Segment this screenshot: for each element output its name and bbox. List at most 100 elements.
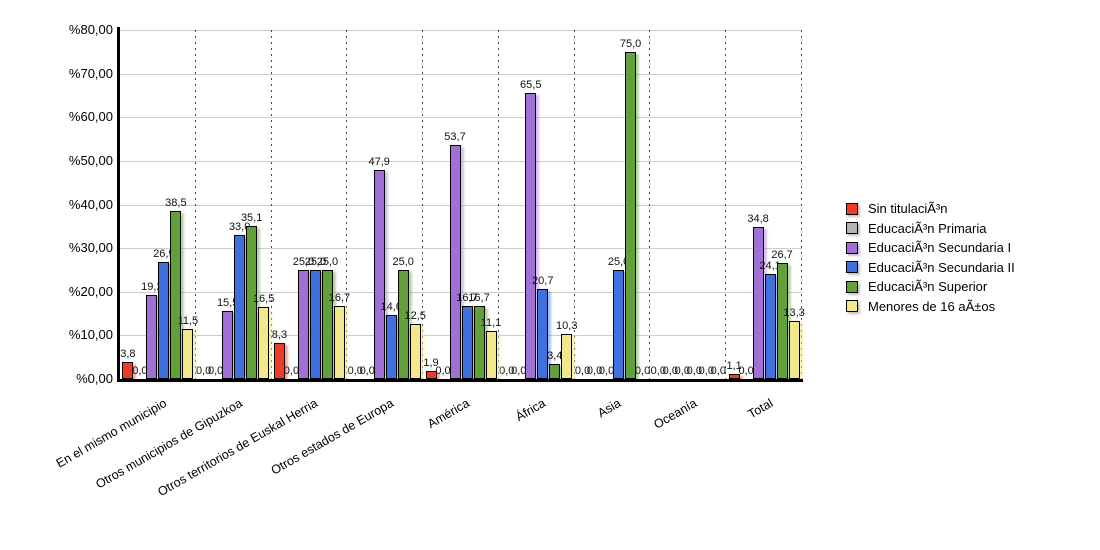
bar — [561, 334, 573, 379]
legend-label: EducaciÃ³n Secundaria I — [868, 240, 1012, 256]
plot-area: 3,8 0,0 8,3 0,0 1,9 0,0 0,0 0,0 1,1 0,0 0,0 0,0 0,0 0… — [120, 30, 805, 379]
legend: Sin titulaciÃ³n EducaciÃ³n Primaria Educac… — [846, 199, 1015, 316]
value-label: 0,0 — [662, 365, 678, 377]
gridline — [120, 291, 802, 293]
bar — [461, 306, 473, 379]
value-label: 25,0 — [392, 255, 414, 268]
category-separator — [573, 30, 575, 379]
y-tick-label: %50,00 — [68, 152, 113, 168]
y-tick-label: %0,00 — [76, 371, 113, 386]
bar — [373, 170, 385, 379]
bar — [409, 324, 421, 379]
bar — [146, 295, 158, 379]
bar — [764, 273, 776, 379]
value-label: 53,7 — [444, 130, 466, 143]
gridline — [120, 335, 802, 337]
bar — [425, 370, 437, 379]
value-label: 0,0 — [686, 365, 702, 377]
legend-swatch-icon — [846, 280, 858, 293]
bar — [613, 269, 625, 379]
legend-item: EducaciÃ³n Secundaria II — [846, 258, 1015, 278]
y-tick-label: %40,00 — [68, 196, 113, 212]
category-separator — [270, 30, 272, 379]
value-label: 25,0 — [316, 255, 339, 268]
y-tick-label: %80,00 — [68, 22, 113, 37]
bar — [449, 144, 461, 379]
value-label: 0,0 — [698, 365, 714, 377]
bar — [385, 315, 397, 379]
bar — [397, 269, 409, 379]
gridline — [120, 248, 802, 250]
value-label: 34,8 — [747, 213, 769, 226]
gridline — [120, 117, 802, 119]
bar — [182, 328, 194, 379]
x-axis-line — [117, 379, 803, 382]
bar — [333, 306, 345, 379]
category-separator — [801, 30, 802, 379]
value-label: 35,1 — [240, 211, 263, 224]
bar — [473, 306, 485, 379]
category-separator — [346, 30, 348, 379]
value-label: 25,0 — [304, 255, 327, 268]
bar — [788, 320, 800, 379]
bar — [158, 261, 170, 379]
bar — [258, 307, 270, 379]
bar — [297, 269, 309, 379]
legend-item: EducaciÃ³n Superior — [846, 277, 1015, 297]
legend-swatch-icon — [846, 261, 858, 274]
gridline — [120, 160, 802, 162]
bar — [321, 269, 333, 379]
bar — [246, 225, 258, 379]
bar — [122, 362, 134, 379]
value-label: 25,0 — [292, 255, 315, 268]
category-label: Otros municipios de Gipuzkoa — [93, 396, 245, 492]
bar — [549, 364, 561, 379]
category-label: Oceanía — [651, 396, 700, 432]
bar — [752, 227, 764, 379]
legend-item: EducaciÃ³n Primaria — [846, 219, 1015, 239]
legend-swatch-icon — [846, 202, 858, 215]
legend-label: Sin titulaciÃ³n — [868, 201, 948, 217]
value-label: 26,7 — [771, 248, 793, 261]
value-label: 65,5 — [520, 79, 542, 92]
gridline — [120, 30, 802, 31]
legend-item: Sin titulaciÃ³n — [846, 199, 1015, 219]
legend-swatch-icon — [846, 222, 858, 235]
bar — [537, 288, 549, 379]
y-tick-label: %10,00 — [68, 327, 113, 343]
legend-item: Menores de 16 aÃ±os — [846, 297, 1015, 317]
category-separator — [497, 30, 499, 379]
category-separator — [649, 30, 651, 379]
bar — [776, 262, 788, 379]
legend-swatch-icon — [846, 241, 858, 254]
value-label: 0,0 — [586, 365, 603, 377]
value-label: 1,1 — [726, 360, 742, 373]
value-label: 10,3 — [556, 320, 578, 333]
bar — [728, 374, 740, 379]
category-label: Total — [745, 396, 776, 422]
y-axis: %80,00 %70,00 %60,00 %50,00 %40,00 %30,00 %20,… — [0, 23, 113, 386]
category-separator — [422, 30, 424, 379]
y-tick-label: %70,00 — [68, 65, 113, 81]
legend-swatch-icon — [846, 300, 858, 313]
legend-item: EducaciÃ³n Secundaria I — [846, 238, 1015, 258]
bar — [234, 235, 246, 379]
category-label: Otros estados de Europa — [268, 396, 397, 478]
bar — [485, 330, 497, 379]
x-axis-labels: En el mismo municipio Otros municipios de… — [54, 384, 802, 504]
bar — [525, 93, 537, 379]
legend-label: Menores de 16 aÃ±os — [868, 298, 996, 314]
bar — [222, 311, 234, 379]
value-label: 38,5 — [165, 197, 187, 210]
y-tick-label: %20,00 — [68, 283, 113, 299]
category-label: Asia — [595, 396, 624, 421]
category-separator — [194, 30, 196, 379]
y-axis-line — [117, 27, 120, 382]
value-label: 0,0 — [650, 365, 666, 377]
bar — [273, 342, 285, 379]
category-label: África — [513, 396, 548, 425]
gridline — [120, 73, 802, 75]
value-label: 16,7 — [468, 292, 490, 305]
category-separator — [725, 30, 727, 379]
